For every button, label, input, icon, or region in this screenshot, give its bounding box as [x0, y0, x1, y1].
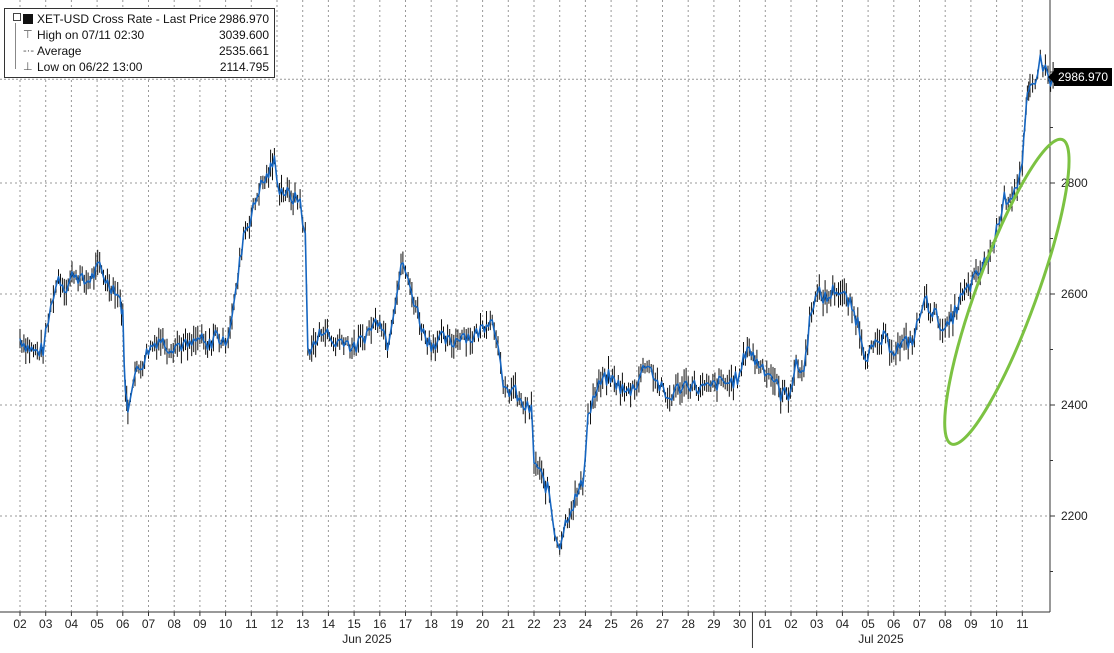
x-tick-label: 02 [784, 617, 798, 631]
series-layer [0, 49, 1057, 555]
x-month-label: Jul 2025 [858, 632, 904, 646]
x-tick-label: 10 [990, 617, 1004, 631]
average-marker-icon: -·- [23, 45, 34, 57]
x-tick-label: 23 [553, 617, 567, 631]
x-tick-label: 29 [707, 617, 721, 631]
x-tick-label: 22 [527, 617, 541, 631]
legend-low-value: 2114.795 [219, 60, 269, 74]
x-tick-label: 18 [425, 617, 439, 631]
legend-tree-line [15, 23, 16, 69]
x-tick-label: 08 [939, 617, 953, 631]
high-marker-icon: ⊤ [23, 29, 33, 41]
x-tick-label: 02 [13, 617, 27, 631]
y-tick-label: 2600 [1061, 287, 1088, 301]
x-tick-label: 01 [759, 617, 773, 631]
x-tick-label: 07 [913, 617, 927, 631]
x-tick-label: 12 [270, 617, 284, 631]
x-tick-label: 21 [502, 617, 516, 631]
legend-low-label: Low on 06/22 13:00 [37, 60, 143, 74]
series-swatch-icon [23, 14, 33, 24]
price-line [19, 54, 1057, 550]
y-tick-label: 2400 [1061, 398, 1088, 412]
x-tick-label: 24 [579, 617, 593, 631]
low-marker-icon: ⊥ [23, 61, 33, 73]
x-tick-label: 09 [964, 617, 978, 631]
x-tick-label: 04 [65, 617, 79, 631]
legend-title-label: XET-USD Cross Rate - Last Price [37, 12, 217, 26]
x-tick-label: 11 [1016, 617, 1029, 631]
y-tick-label: 2200 [1061, 509, 1088, 523]
x-tick-label: 15 [347, 617, 361, 631]
x-tick-label: 09 [193, 617, 207, 631]
x-tick-label: 07 [142, 617, 156, 631]
legend-high-value: 3039.600 [218, 28, 269, 42]
x-tick-label: 03 [39, 617, 53, 631]
legend-low-row: ⊥ Low on 06/22 13:00 2114.795 [5, 59, 274, 75]
highlight-layer [943, 137, 1071, 446]
x-tick-label: 13 [296, 617, 310, 631]
x-tick-label: 06 [887, 617, 901, 631]
x-tick-label: 19 [450, 617, 464, 631]
x-tick-label: 17 [399, 617, 413, 631]
x-tick-label: 28 [682, 617, 696, 631]
x-tick-label: 08 [168, 617, 182, 631]
last-price-tag: 2986.970 [1048, 68, 1112, 86]
legend-high-label: High on 07/11 02:30 [37, 28, 145, 42]
x-tick-label: 05 [861, 617, 875, 631]
x-tick-label: 10 [219, 617, 233, 631]
axis-layer: 02 03 04 05 06 07 08 09 10 11 12 13 14 15 16 17 18 19 20 21… [0, 0, 1088, 648]
x-tick-label: 26 [630, 617, 644, 631]
legend-title-row: XET-USD Cross Rate - Last Price 2986.970 [5, 11, 274, 27]
x-tick-label: 11 [245, 617, 258, 631]
price-candles [19, 49, 1054, 555]
legend-average-label: Average [37, 44, 82, 58]
chart-legend: XET-USD Cross Rate - Last Price 2986.970… [4, 8, 275, 78]
legend-average-value: 2535.661 [218, 44, 269, 58]
x-tick-label: 20 [476, 617, 490, 631]
x-tick-label: 30 [733, 617, 747, 631]
x-tick-label: 14 [322, 617, 336, 631]
legend-high-row: ⊤ High on 07/11 02:30 3039.600 [5, 27, 274, 43]
x-tick-label: 06 [116, 617, 130, 631]
x-tick-label: 04 [836, 617, 850, 631]
x-tick-label: 27 [656, 617, 670, 631]
legend-title-value: 2986.970 [218, 12, 269, 26]
legend-average-row: -·- Average 2535.661 [5, 43, 274, 59]
legend-collapse-icon[interactable] [13, 13, 21, 21]
grid-layer [0, 0, 1050, 612]
rally-highlight-ellipse [943, 137, 1071, 446]
x-tick-label: 05 [90, 617, 104, 631]
x-month-label: Jun 2025 [342, 632, 392, 646]
x-tick-label: 16 [373, 617, 387, 631]
x-tick-label: 03 [810, 617, 824, 631]
x-tick-label: 25 [604, 617, 618, 631]
